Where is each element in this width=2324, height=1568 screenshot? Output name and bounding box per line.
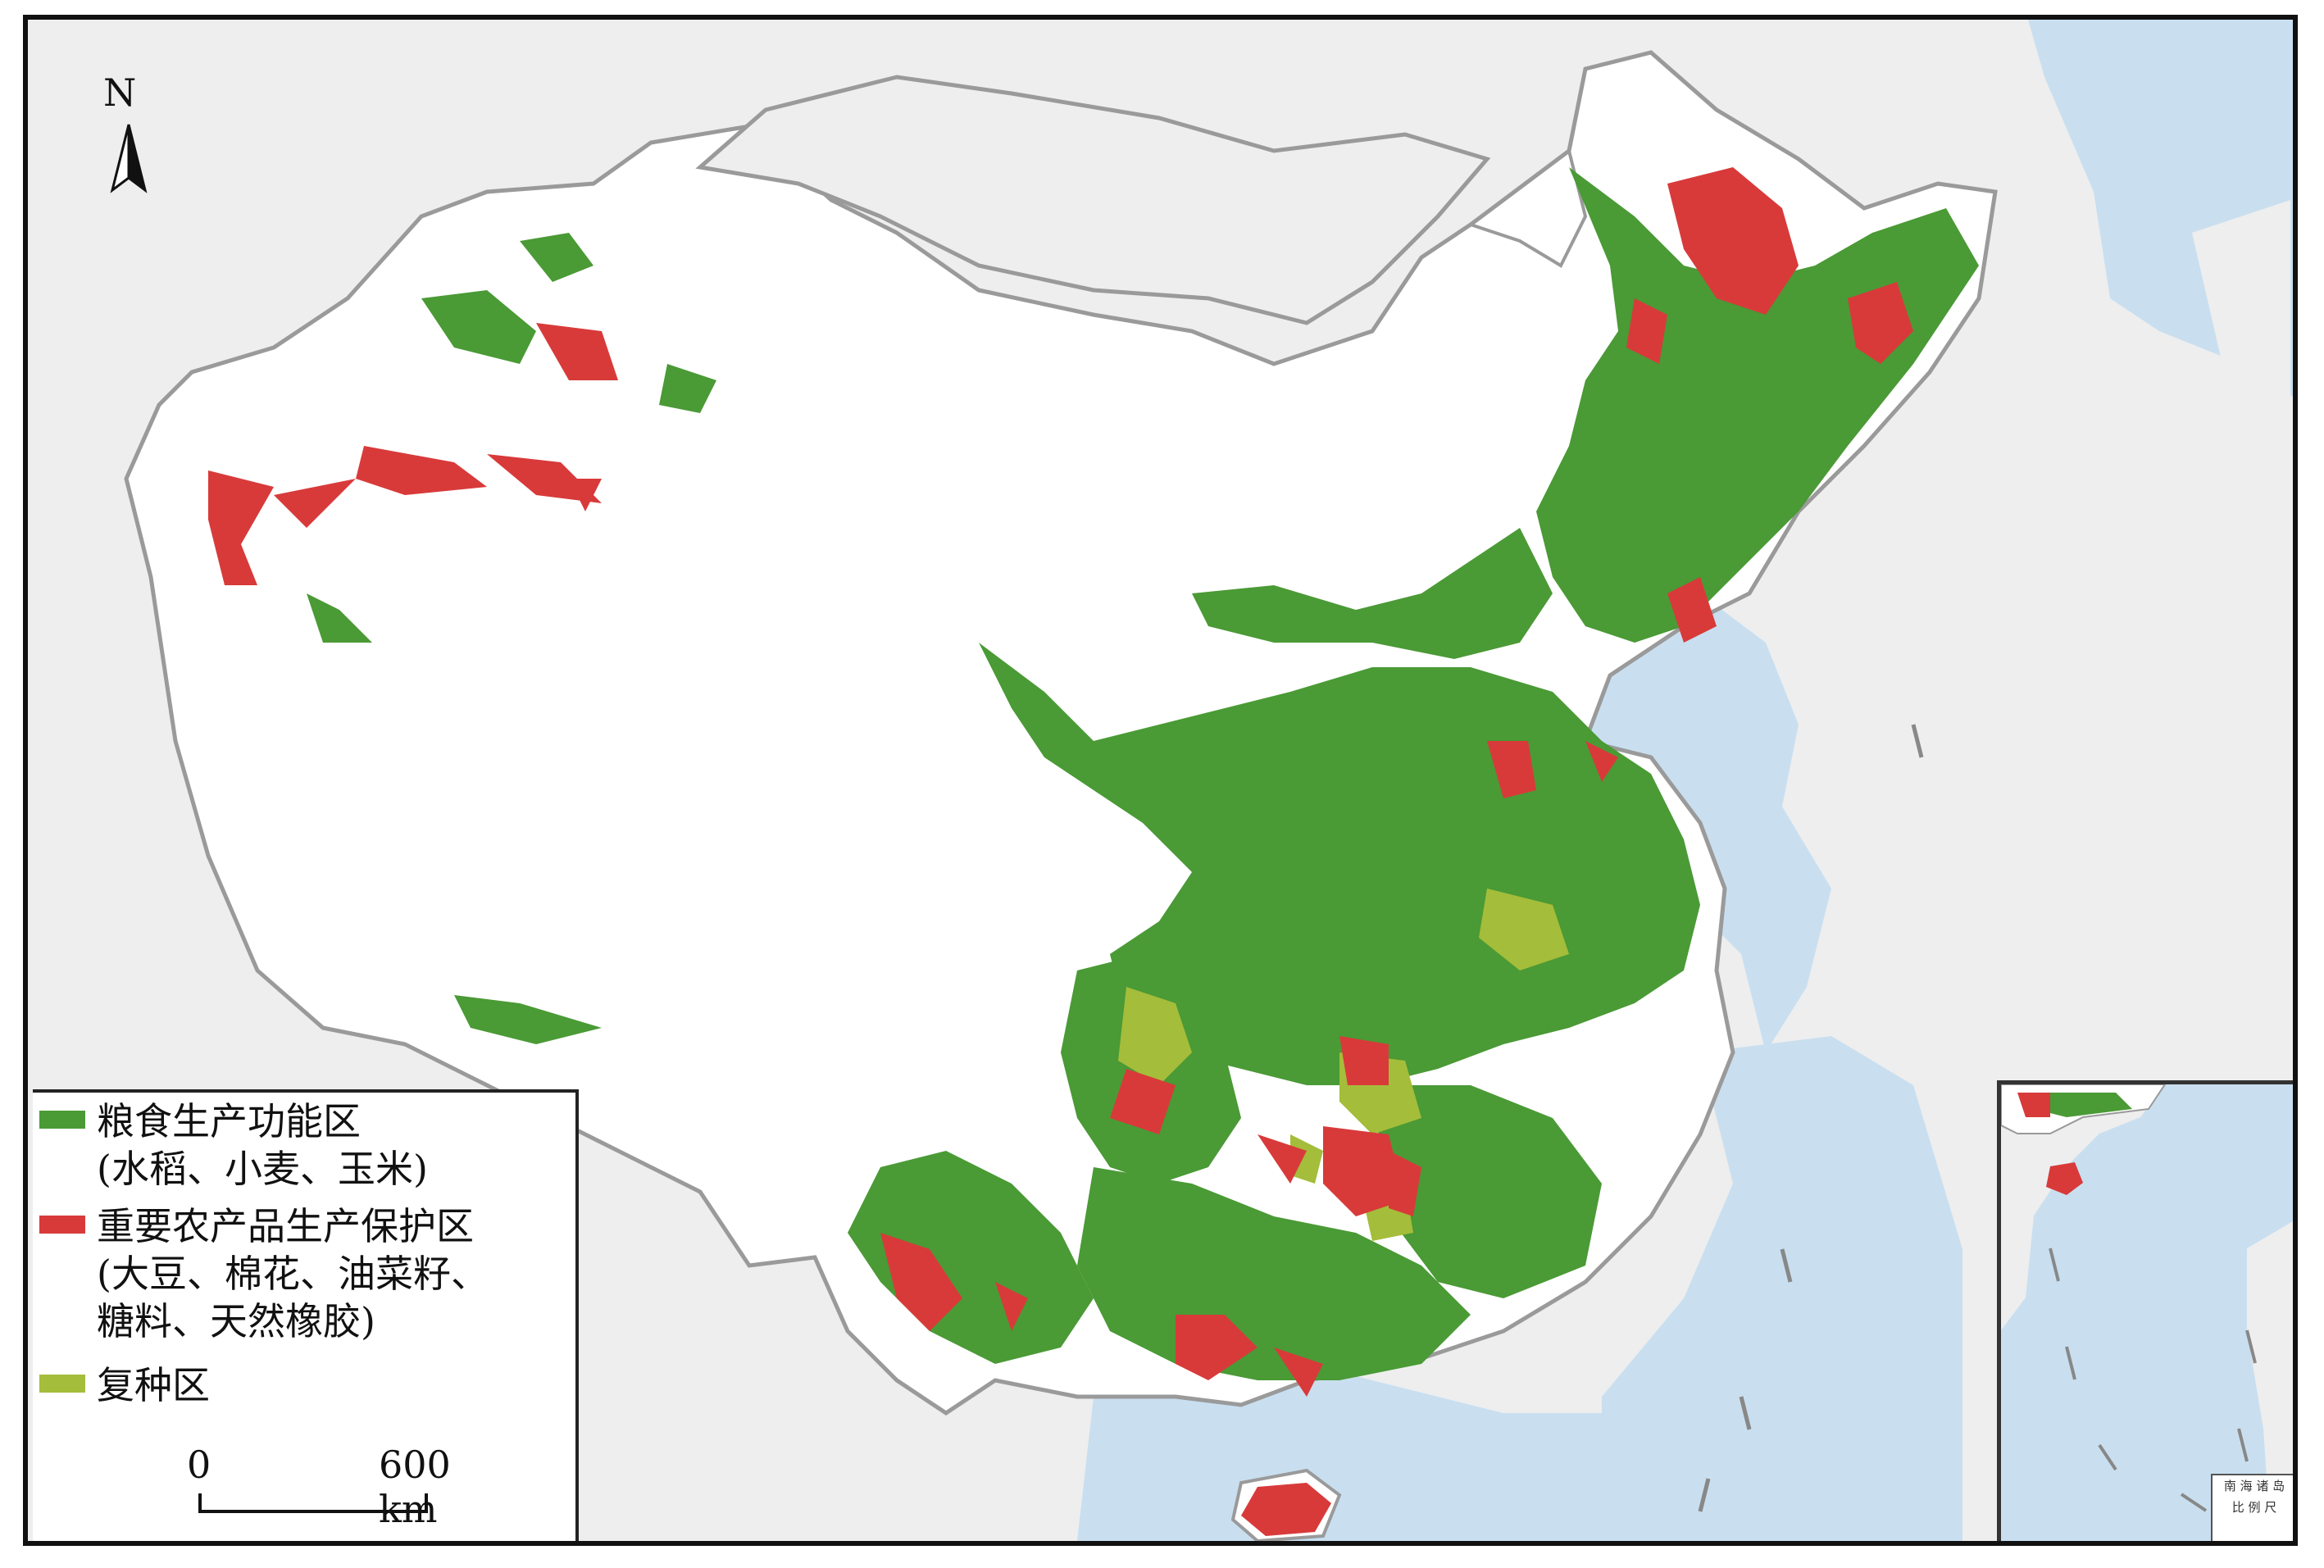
south-china-sea-inset: 南 海 诸 岛 比 例 尺 [1997, 1080, 2293, 1541]
legend-label-grain: 粮食生产功能区 (水稻、小麦、玉米) [97, 1099, 428, 1191]
sea-boundary-marks [1698, 724, 1924, 1512]
north-arrow-icon [110, 124, 148, 193]
scale-tick-end [425, 1493, 428, 1513]
legend: 粮食生产功能区 (水稻、小麦、玉米) 重要农产品生产保护区 (大豆、棉花、油菜籽… [33, 1089, 579, 1541]
mongolia [695, 75, 1491, 325]
map-frame: N 南 海 诸 岛 比 例 尺 粮食生产功能区 (水稻、小麦、玉米) [23, 15, 2298, 1546]
xinjiang-grain-patches [307, 233, 716, 1044]
xinjiang-protect-patches [208, 323, 618, 585]
map-canvas [28, 20, 2293, 1541]
legend-swatch-protect [39, 1216, 85, 1234]
scale-tick-start [198, 1493, 202, 1513]
central-grain-patches [848, 643, 1700, 1380]
northeast-grain-patches [1192, 167, 1979, 659]
korea [1782, 479, 1979, 831]
legend-item-multi: 复种区 [39, 1361, 210, 1409]
legend-label-multi: 复种区 [97, 1363, 210, 1407]
border-detail [1470, 150, 1588, 268]
north-label: N [103, 70, 137, 115]
legend-label-protect: 重要农产品生产保护区 (大豆、棉花、油菜籽、 糖料、天然橡胶) [97, 1204, 489, 1343]
south-china-sea [1077, 1364, 1684, 1541]
northeast-protect-patches [1626, 167, 1913, 643]
legend-item-protect: 重要农产品生产保护区 (大豆、棉花、油菜籽、 糖料、天然橡胶) [39, 1202, 489, 1345]
east-china-sea [1602, 1036, 1962, 1541]
legend-swatch-grain [39, 1111, 85, 1129]
scale-bar: 0 600 km [167, 1443, 451, 1531]
scale-end-label: 600 km [379, 1443, 451, 1531]
legend-swatch-multi [39, 1375, 85, 1393]
legend-item-grain: 粮食生产功能区 (水稻、小麦、玉米) [39, 1098, 428, 1193]
japan [2036, 200, 2290, 839]
inset-map [2001, 1084, 2293, 1541]
scale-start-label: 0 [187, 1443, 211, 1487]
central-protect-patches [880, 741, 1618, 1536]
scale-line [198, 1510, 428, 1513]
inset-caption-title: 南 海 诸 岛 [2223, 1479, 2285, 1493]
inset-caption: 南 海 诸 岛 比 例 尺 [2211, 1474, 2293, 1541]
inset-caption-scale: 比 例 尺 [2231, 1500, 2277, 1515]
